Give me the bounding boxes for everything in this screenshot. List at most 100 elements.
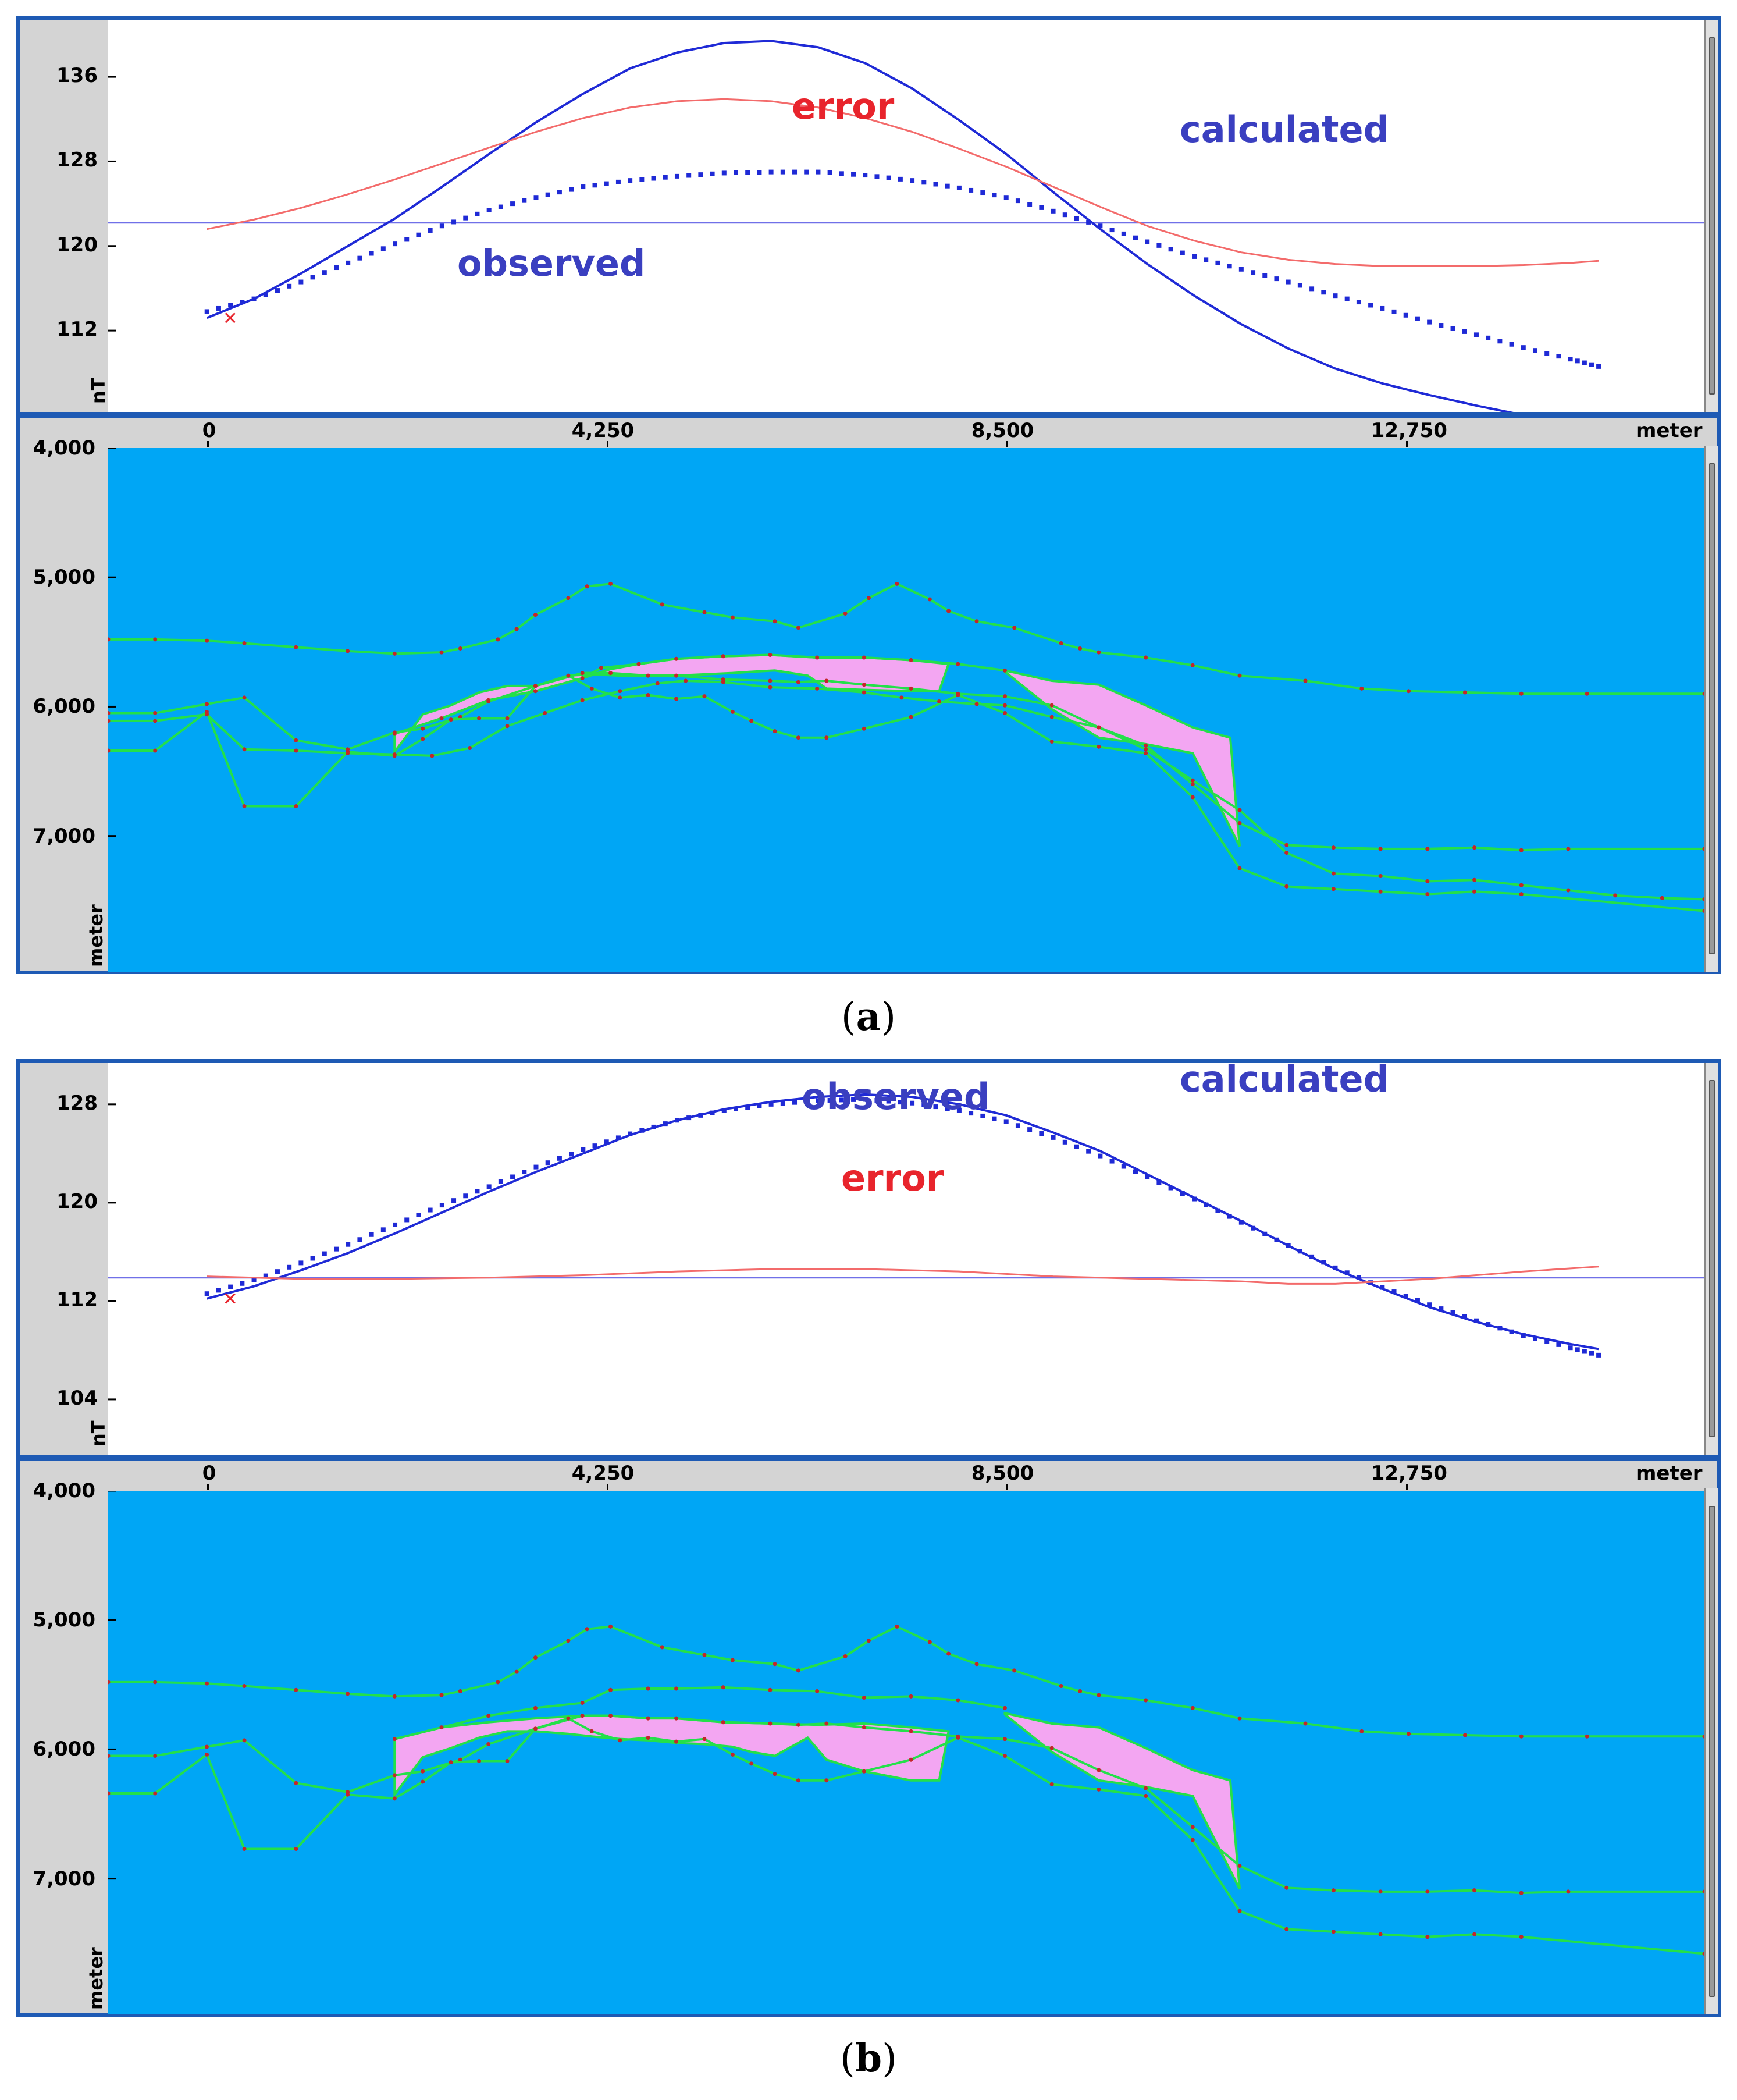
observed-point-a xyxy=(310,275,315,280)
observed-point-b xyxy=(780,1101,785,1106)
horizon-vertex-a xyxy=(815,686,820,691)
horizon-vertex-a xyxy=(796,735,800,740)
model-ytick-label: 7,000 xyxy=(33,824,95,848)
graph-scrollbar-a[interactable] xyxy=(1704,20,1718,412)
horizon-vertex-b xyxy=(824,1721,829,1726)
horizon-vertex-b xyxy=(608,1624,613,1629)
horizon-vertex-a xyxy=(589,686,594,691)
observed-point-a xyxy=(745,170,750,175)
observed-point-b xyxy=(1403,1294,1408,1299)
graph-panel-b: calculated observed error nT 128 120 112 104 xyxy=(16,1059,1721,1458)
observed-point-b xyxy=(1027,1127,1033,1132)
observed-point-a xyxy=(1532,348,1537,353)
graph-scrollbar-b[interactable] xyxy=(1704,1063,1718,1455)
observed-point-b xyxy=(1251,1225,1256,1231)
model-ylabel-b: meter xyxy=(85,1947,107,2010)
annotation-error-b: error xyxy=(841,1157,944,1199)
horizon-vertex-a xyxy=(1331,871,1336,876)
horizon-vertex-b xyxy=(1284,1885,1289,1890)
observed-point-a xyxy=(1582,360,1587,365)
horizon-vertex-a xyxy=(543,711,547,716)
horizon-vertex-a xyxy=(585,584,589,589)
horizon-vertex-b xyxy=(956,1698,960,1703)
observed-point-a xyxy=(1238,267,1244,272)
horizon-vertex-a xyxy=(768,678,773,683)
observed-point-a xyxy=(1568,357,1573,362)
horizon-vertex-a xyxy=(204,702,209,706)
horizon-vertex-a xyxy=(1190,778,1195,783)
horizon-vertex-a xyxy=(505,724,510,729)
horizon-vertex-b xyxy=(1097,1693,1101,1697)
observed-point-a xyxy=(1062,212,1067,218)
horizon-vertex-b xyxy=(533,1655,538,1660)
horizon-vertex-a xyxy=(1378,889,1383,894)
horizon-vertex-a xyxy=(862,726,866,731)
model-scrollbar-b[interactable] xyxy=(1704,1488,1718,2014)
horizon-vertex-b xyxy=(1237,1909,1242,1913)
graph-ylabel-a: nT xyxy=(87,378,109,404)
horizon-vertex-b xyxy=(392,1796,397,1801)
horizon-vertex-b xyxy=(1097,1768,1101,1772)
horizon-line-a xyxy=(108,671,1704,852)
horizon-vertex-a xyxy=(1190,663,1195,667)
observed-point-a xyxy=(804,169,809,175)
horizon-vertex-b xyxy=(242,1738,247,1743)
horizon-vertex-b xyxy=(204,1752,209,1757)
horizon-vertex-a xyxy=(1237,820,1242,825)
horizon-vertex-b xyxy=(1472,1932,1477,1936)
observed-point-b xyxy=(1215,1208,1220,1213)
model-scroll-thumb-b[interactable] xyxy=(1709,1506,1715,1997)
graph-ytick-label: 120 xyxy=(56,1189,98,1213)
observed-point-b xyxy=(1074,1144,1079,1149)
caption-b: (b) xyxy=(840,2035,897,2081)
horizon-vertex-a xyxy=(684,678,688,683)
observed-point-a xyxy=(1297,283,1302,288)
horizon-vertex-b xyxy=(909,1729,913,1733)
horizon-vertex-b xyxy=(674,1716,679,1721)
observed-point-a xyxy=(1168,247,1173,252)
horizon-vertex-a xyxy=(533,689,538,694)
graph-ytick-label: 112 xyxy=(56,318,98,342)
horizon-vertex-a xyxy=(618,695,622,700)
horizon-vertex-b xyxy=(294,1847,298,1852)
horizon-vertex-b xyxy=(824,1778,829,1783)
model-scroll-thumb-a[interactable] xyxy=(1709,463,1715,954)
observed-point-b xyxy=(651,1124,656,1129)
horizon-vertex-b xyxy=(392,1694,397,1699)
horizon-vertex-b xyxy=(618,1738,622,1743)
observed-point-b xyxy=(1415,1298,1420,1303)
horizon-vertex-a xyxy=(514,627,519,631)
horizon-vertex-b xyxy=(439,1725,444,1730)
graph-scroll-thumb-a[interactable] xyxy=(1709,37,1715,395)
observed-point-b xyxy=(592,1143,597,1149)
model-scrollbar-a[interactable] xyxy=(1704,446,1718,972)
horizon-vertex-a xyxy=(108,719,111,723)
observed-point-a xyxy=(557,190,562,195)
horizon-vertex-a xyxy=(1144,747,1148,752)
model-ytick-label: 7,000 xyxy=(33,1867,95,1891)
horizon-vertex-b xyxy=(1425,1889,1430,1894)
graph-scroll-thumb-b[interactable] xyxy=(1709,1080,1715,1437)
xtick-mark xyxy=(207,1484,209,1490)
horizon-vertex-a xyxy=(153,719,158,723)
observed-point-b xyxy=(804,1099,809,1104)
observed-point-a xyxy=(1391,309,1397,314)
horizon-vertex-a xyxy=(909,686,913,691)
horizon-vertex-b xyxy=(1519,1734,1524,1739)
observed-point-b xyxy=(333,1246,339,1252)
observed-point-a xyxy=(1356,300,1361,305)
model-svg-a xyxy=(108,448,1704,914)
annotation-observed-b: observed xyxy=(802,1075,989,1118)
horizon-vertex-b xyxy=(866,1639,871,1643)
horizon-vertex-a xyxy=(439,716,444,720)
observed-point-b xyxy=(439,1203,444,1208)
xtick-mark xyxy=(1006,441,1008,447)
observed-point-b xyxy=(1521,1333,1526,1338)
observed-point-a xyxy=(604,181,609,186)
series-error-b xyxy=(207,1266,1599,1285)
horizon-vertex-b xyxy=(477,1758,482,1763)
horizon-vertex-a xyxy=(768,653,773,658)
graph-ytick-label: 104 xyxy=(56,1386,98,1410)
observed-point-b xyxy=(416,1212,421,1217)
horizon-vertex-b xyxy=(1284,1927,1289,1931)
